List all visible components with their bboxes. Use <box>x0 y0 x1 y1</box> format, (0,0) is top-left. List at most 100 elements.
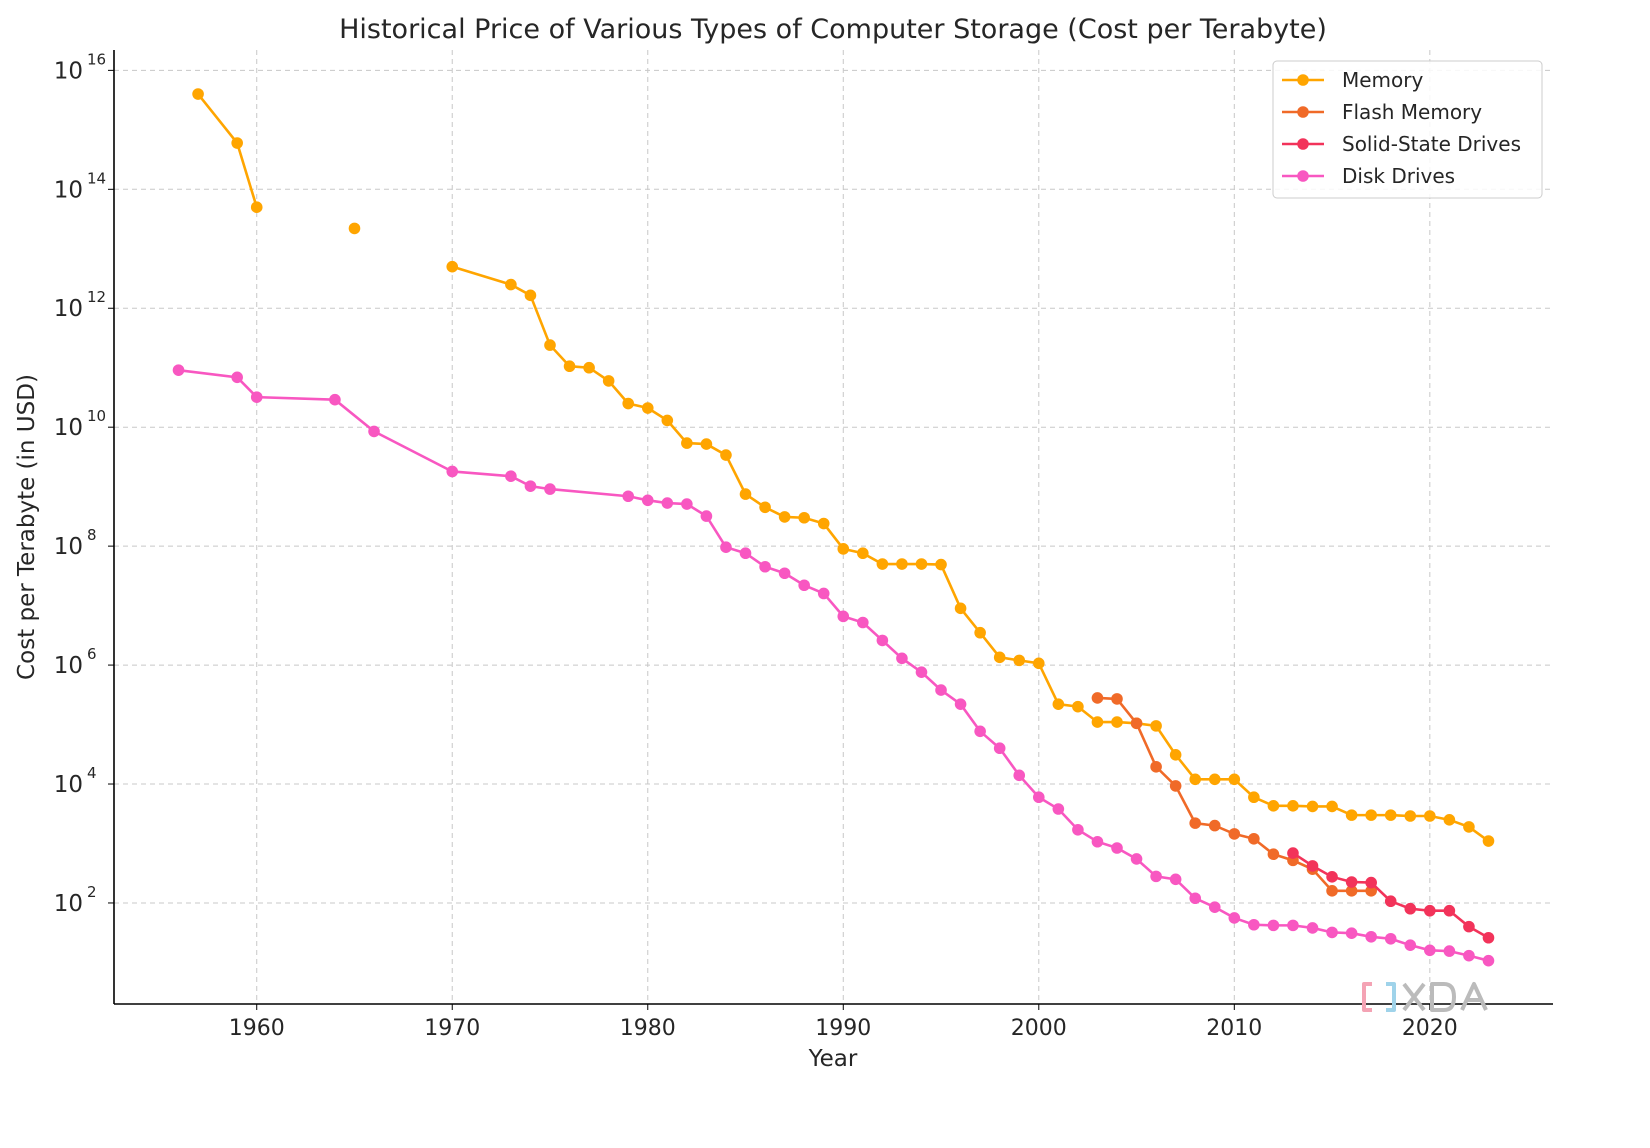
data-point <box>1150 720 1162 732</box>
y-tick-label: 10 <box>54 534 83 560</box>
data-point <box>1482 835 1495 847</box>
grid <box>114 50 1553 1004</box>
data-point <box>1345 885 1358 897</box>
data-point <box>974 725 986 738</box>
data-point <box>1248 832 1260 845</box>
data-point <box>993 651 1006 664</box>
y-tick-exponent: 16 <box>87 50 106 68</box>
data-point <box>837 543 850 555</box>
x-tick-label: 1970 <box>424 1016 480 1041</box>
data-point <box>505 278 517 291</box>
data-point <box>661 414 674 427</box>
y-tick-label: 10 <box>54 891 83 917</box>
data-point <box>1111 842 1123 854</box>
data-point <box>778 567 791 580</box>
y-tick-label: 10 <box>54 772 83 798</box>
data-point <box>739 547 752 560</box>
data-point <box>446 260 459 273</box>
data-point <box>1482 931 1495 944</box>
data-point <box>1091 835 1104 848</box>
data-point <box>857 616 869 629</box>
data-point <box>1228 828 1241 840</box>
y-tick-exponent: 14 <box>87 169 106 187</box>
data-point <box>1306 800 1319 813</box>
data-point <box>172 364 185 376</box>
data-point <box>1267 848 1280 861</box>
data-point <box>348 222 361 235</box>
data-point <box>896 558 908 570</box>
data-point <box>524 480 537 492</box>
data-point <box>1208 819 1221 832</box>
data-point <box>1032 657 1045 670</box>
data-point <box>954 698 967 710</box>
data-point <box>1052 803 1065 815</box>
data-point <box>1424 810 1436 822</box>
y-tick-label: 10 <box>54 58 83 84</box>
data-point <box>192 88 204 100</box>
watermark-bracket-mark-right <box>1386 982 1396 1012</box>
legend-label: Disk Drives <box>1342 164 1455 188</box>
series-line <box>1292 851 1490 939</box>
data-point <box>1267 800 1280 812</box>
data-point <box>1111 693 1123 705</box>
data-point <box>1345 876 1358 888</box>
legend-label: Memory <box>1342 68 1424 92</box>
x-tick-label: 1980 <box>620 1016 676 1041</box>
data-point <box>720 541 732 553</box>
data-point <box>505 470 517 482</box>
data-point <box>1404 810 1417 822</box>
x-tick-label: 2020 <box>1402 1016 1458 1041</box>
y-tick-label: 10 <box>54 177 83 203</box>
legend-swatch-marker <box>1297 138 1309 150</box>
data-point <box>1287 847 1299 859</box>
data-point <box>993 742 1006 755</box>
data-point <box>1365 809 1377 821</box>
watermark-letter-d <box>1430 982 1456 1012</box>
x-axis-label: Year <box>808 1046 858 1072</box>
data-point <box>1287 800 1299 812</box>
data-point <box>1150 760 1162 773</box>
watermark-letter-a <box>1460 982 1488 1011</box>
data-point <box>876 634 889 647</box>
data-point <box>1365 930 1377 943</box>
data-point <box>1111 716 1123 728</box>
y-tick-exponent: 4 <box>87 764 97 782</box>
series-memory <box>192 88 1495 847</box>
data-point <box>1365 876 1377 889</box>
y-tick-exponent: 12 <box>87 288 106 306</box>
data-point <box>798 511 810 524</box>
data-point <box>896 652 908 665</box>
data-point <box>1345 927 1358 940</box>
data-point <box>1248 918 1260 931</box>
data-point <box>250 391 263 403</box>
data-point <box>1208 773 1221 786</box>
data-point <box>1424 944 1436 957</box>
x-tick-label: 2000 <box>1011 1016 1067 1041</box>
legend: Memory Flash Memory Solid-State Drives Disk… <box>1272 60 1543 199</box>
data-point <box>1463 949 1475 962</box>
y-axis-label: Cost per Terabyte (in USD) <box>14 374 40 680</box>
data-point <box>1482 954 1495 967</box>
data-point <box>641 494 654 507</box>
data-point <box>524 289 537 302</box>
data-point <box>563 360 576 373</box>
data-point <box>329 393 341 406</box>
data-point <box>720 449 732 461</box>
data-point <box>641 402 654 414</box>
data-point <box>1169 780 1182 792</box>
series-line <box>197 93 258 208</box>
data-point <box>1463 920 1475 933</box>
series-disk-drives <box>172 364 1495 967</box>
series-flash-memory <box>1091 692 1377 897</box>
data-point <box>1228 773 1241 786</box>
data-point <box>700 438 713 450</box>
data-point <box>935 558 947 571</box>
data-point <box>1130 853 1143 865</box>
data-point <box>1306 860 1319 872</box>
data-point <box>759 560 771 573</box>
data-point <box>1404 902 1417 915</box>
data-point <box>857 547 869 560</box>
data-point <box>1384 895 1397 908</box>
